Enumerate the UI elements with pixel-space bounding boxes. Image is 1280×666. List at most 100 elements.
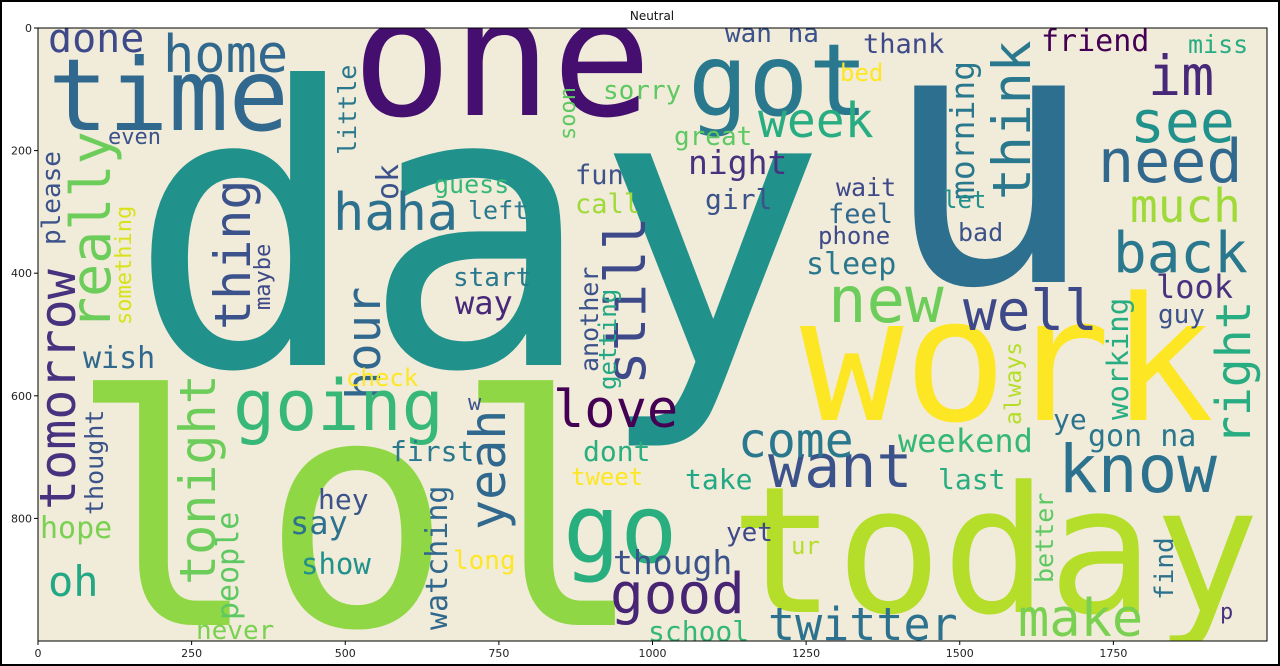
word: going bbox=[233, 365, 444, 447]
chart-title: Neutral bbox=[630, 9, 674, 23]
word: still bbox=[594, 216, 659, 385]
word: home bbox=[163, 25, 288, 85]
word: bad bbox=[958, 218, 1003, 247]
word: tomorrow bbox=[29, 268, 87, 510]
word: want bbox=[768, 432, 913, 502]
word: one bbox=[352, 0, 652, 155]
y-tick-label: 400 bbox=[11, 267, 32, 280]
word: thing bbox=[204, 179, 262, 330]
word: weekend bbox=[898, 422, 1033, 460]
word: soon bbox=[556, 87, 581, 140]
word: phone bbox=[818, 222, 890, 250]
word: work bbox=[800, 260, 1214, 461]
plot-area bbox=[38, 28, 1267, 641]
word: know bbox=[1058, 431, 1217, 508]
word: guy bbox=[1158, 300, 1205, 330]
word: first bbox=[390, 435, 474, 468]
word: look bbox=[1156, 268, 1233, 306]
word: make bbox=[1018, 589, 1143, 649]
word: please bbox=[37, 151, 67, 245]
word: time bbox=[48, 37, 289, 154]
word: gon na bbox=[1088, 419, 1196, 454]
word: got bbox=[688, 22, 869, 139]
word: something bbox=[112, 206, 137, 325]
word: girl bbox=[705, 183, 772, 216]
word: today bbox=[730, 449, 1260, 654]
word: last bbox=[938, 463, 1005, 496]
word: im bbox=[1148, 44, 1214, 108]
y-tick-label: 0 bbox=[25, 22, 32, 35]
word: though bbox=[613, 543, 732, 582]
word: better bbox=[1030, 493, 1059, 583]
word: guess bbox=[434, 170, 509, 199]
word: fun bbox=[575, 160, 624, 191]
y-tick-label: 200 bbox=[11, 145, 32, 158]
word: show bbox=[301, 547, 371, 581]
word: thought bbox=[80, 410, 109, 515]
word: back bbox=[1113, 221, 1248, 286]
word: see bbox=[1130, 88, 1235, 156]
word: start bbox=[453, 263, 531, 293]
word: thank bbox=[863, 29, 944, 60]
word: u bbox=[880, 0, 1097, 367]
word: another bbox=[575, 267, 604, 372]
word: love bbox=[553, 380, 678, 440]
word: new bbox=[828, 264, 944, 338]
word: even bbox=[108, 125, 161, 150]
x-tick-label: 250 bbox=[181, 647, 202, 660]
word: hope bbox=[40, 511, 112, 546]
word: check bbox=[346, 364, 419, 392]
x-tick-label: 500 bbox=[335, 647, 356, 660]
word: yet bbox=[726, 518, 773, 548]
word: done bbox=[48, 16, 144, 62]
word: sorry bbox=[603, 76, 681, 106]
word: great bbox=[674, 122, 752, 152]
x-tick-label: 1000 bbox=[639, 647, 667, 660]
word: haha bbox=[333, 183, 458, 243]
word: left bbox=[468, 196, 528, 225]
word: school bbox=[648, 615, 749, 648]
word: ok bbox=[371, 164, 406, 200]
word: getting bbox=[594, 289, 622, 390]
word: morning bbox=[943, 61, 982, 200]
word: night bbox=[688, 143, 787, 182]
word: say bbox=[290, 504, 348, 542]
word: little bbox=[333, 65, 362, 155]
word: really bbox=[59, 131, 123, 330]
word: day bbox=[128, 7, 827, 457]
word: let bbox=[943, 186, 986, 214]
word: ur bbox=[791, 532, 820, 560]
word: wish bbox=[83, 341, 155, 376]
word: good bbox=[610, 562, 745, 627]
word: people bbox=[211, 512, 246, 620]
word: wait bbox=[836, 173, 896, 202]
word: feel bbox=[828, 199, 893, 230]
word: much bbox=[1130, 179, 1241, 233]
word: w bbox=[468, 391, 482, 416]
word: bed bbox=[840, 59, 883, 87]
x-tick-label: 750 bbox=[488, 647, 509, 660]
word: need bbox=[1098, 127, 1243, 197]
word: never bbox=[196, 616, 274, 646]
word: miss bbox=[1188, 30, 1248, 59]
x-tick-label: 1500 bbox=[946, 647, 974, 660]
word: well bbox=[963, 279, 1098, 344]
ticks: 0 250 500 750 1000 1250 1500 1750 0 200 400 600 800 bbox=[11, 22, 1127, 660]
y-tick-label: 800 bbox=[11, 512, 32, 525]
y-tick-label: 600 bbox=[11, 390, 32, 403]
word: take bbox=[685, 463, 752, 496]
word: working bbox=[1101, 298, 1135, 420]
word: yeah bbox=[459, 410, 517, 530]
word: hey bbox=[318, 483, 369, 516]
x-tick-label: 1750 bbox=[1099, 647, 1127, 660]
word: p bbox=[1220, 600, 1233, 625]
word: tweet bbox=[571, 463, 643, 491]
word: always bbox=[1001, 342, 1027, 425]
word: sleep bbox=[806, 247, 896, 282]
word: long bbox=[453, 546, 516, 576]
word: watching bbox=[420, 486, 455, 631]
word: right bbox=[1206, 301, 1262, 446]
